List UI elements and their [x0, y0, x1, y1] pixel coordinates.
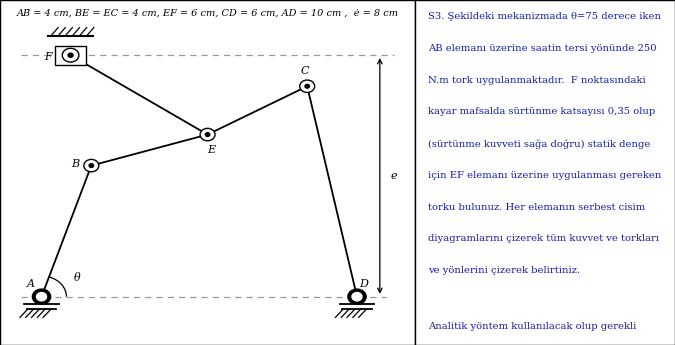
- Circle shape: [36, 293, 47, 301]
- Circle shape: [89, 164, 94, 167]
- Circle shape: [300, 80, 315, 92]
- Text: θ: θ: [74, 273, 80, 283]
- Circle shape: [352, 293, 362, 301]
- Circle shape: [68, 53, 73, 57]
- Text: (sürtünme kuvveti sağa doğru) statik denge: (sürtünme kuvveti sağa doğru) statik den…: [428, 139, 651, 149]
- Circle shape: [200, 128, 215, 141]
- Text: S3. Şekildeki mekanizmada θ=75 derece iken: S3. Şekildeki mekanizmada θ=75 derece ik…: [428, 12, 661, 21]
- Bar: [55, 46, 86, 65]
- Text: için EF elemanı üzerine uygulanması gereken: için EF elemanı üzerine uygulanması gere…: [428, 171, 662, 180]
- Text: ve yönlerini çizerek belirtiniz.: ve yönlerini çizerek belirtiniz.: [428, 266, 580, 275]
- Text: B: B: [72, 159, 80, 169]
- Circle shape: [84, 159, 99, 172]
- Circle shape: [305, 85, 309, 88]
- Text: diyagramlarını çizerek tüm kuvvet ve torkları: diyagramlarını çizerek tüm kuvvet ve tor…: [428, 234, 659, 243]
- Text: F: F: [44, 52, 51, 62]
- Text: N.m tork uygulanmaktadır.  F noktasındaki: N.m tork uygulanmaktadır. F noktasındaki: [428, 76, 646, 85]
- Text: D: D: [359, 279, 368, 288]
- Text: AB elemanı üzerine saatin tersi yönünde 250: AB elemanı üzerine saatin tersi yönünde …: [428, 44, 657, 53]
- Text: e: e: [390, 171, 397, 181]
- Circle shape: [62, 48, 79, 62]
- Circle shape: [348, 289, 366, 304]
- Text: AḂ = 4 cm, BE = EC = 4 cm, EF = 6 cm, CḊ = 6 cm, AD = 10 cm ,  ė = 8 cm: AḂ = 4 cm, BE = EC = 4 cm, EF = 6 cm, C…: [17, 9, 398, 18]
- Circle shape: [205, 133, 210, 136]
- Text: E: E: [208, 145, 216, 155]
- Text: C: C: [301, 66, 309, 76]
- Text: torku bulunuz. Her elemanın serbest cisim: torku bulunuz. Her elemanın serbest cisi…: [428, 203, 645, 211]
- Text: kayar mafsalda sürtünme katsayısı 0,35 olup: kayar mafsalda sürtünme katsayısı 0,35 o…: [428, 107, 655, 116]
- Text: A: A: [27, 279, 35, 288]
- Circle shape: [32, 289, 51, 304]
- Text: Analitik yöntem kullanılacak olup gerekli: Analitik yöntem kullanılacak olup gerekl…: [428, 322, 637, 331]
